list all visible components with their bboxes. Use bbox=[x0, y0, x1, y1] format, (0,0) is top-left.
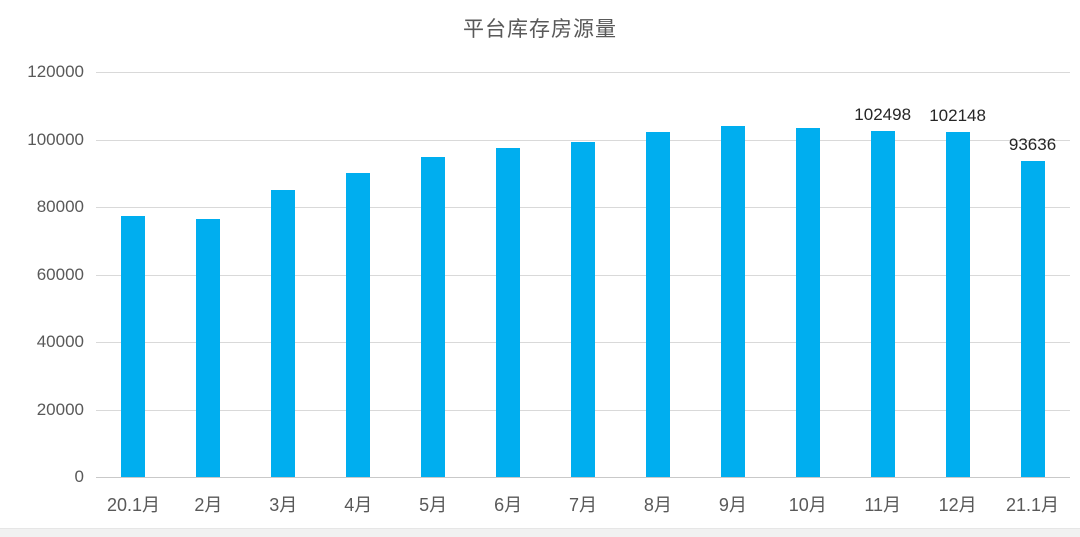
bar-21.1月 bbox=[1020, 160, 1045, 477]
bar-slot bbox=[620, 72, 695, 477]
bar-7月 bbox=[570, 141, 595, 477]
bar-12月 bbox=[945, 132, 970, 477]
bar-slot bbox=[396, 72, 471, 477]
bar-5月 bbox=[421, 157, 446, 477]
bar-10月 bbox=[795, 128, 820, 477]
bar-2月 bbox=[196, 218, 221, 477]
x-axis-line bbox=[96, 477, 1070, 478]
bar-slot: 102498 bbox=[845, 72, 920, 477]
y-tick-label: 120000 bbox=[27, 62, 84, 81]
bar-value-label: 93636 bbox=[1008, 134, 1057, 154]
bar-6月 bbox=[496, 147, 521, 477]
bar-slot: 102148 bbox=[920, 72, 995, 477]
x-tick-label: 10月 bbox=[788, 495, 827, 515]
x-tick-label: 5月 bbox=[419, 495, 448, 515]
x-tick-label: 3月 bbox=[269, 495, 298, 515]
x-tick-label: 9月 bbox=[718, 495, 747, 515]
y-tick-label: 40000 bbox=[36, 332, 84, 351]
bar-slot bbox=[546, 72, 621, 477]
y-tick-label: 0 bbox=[74, 467, 84, 486]
y-tick-label: 20000 bbox=[36, 399, 84, 419]
gridline bbox=[96, 72, 1070, 73]
bar-9月 bbox=[720, 126, 745, 477]
chart-title: 平台库存房源量 bbox=[463, 18, 617, 41]
bar-slot bbox=[770, 72, 845, 477]
x-tick-label: 11月 bbox=[864, 495, 902, 515]
bar-slot bbox=[96, 72, 171, 477]
y-tick-label: 80000 bbox=[36, 197, 84, 216]
x-tick-label: 6月 bbox=[494, 495, 523, 515]
bar-11月 bbox=[870, 131, 895, 477]
x-tick-label: 21.1月 bbox=[1006, 495, 1060, 515]
bar-20.1月 bbox=[121, 216, 146, 477]
bar-slot bbox=[321, 72, 396, 477]
bottom-strip bbox=[0, 528, 1080, 537]
x-tick-label: 4月 bbox=[344, 495, 373, 515]
x-tick-label: 12月 bbox=[938, 495, 977, 515]
bar-value-label: 102148 bbox=[929, 106, 986, 126]
bar-slot: 93636 bbox=[995, 72, 1070, 477]
y-tick-label: 60000 bbox=[36, 264, 84, 284]
x-tick-label: 8月 bbox=[643, 495, 672, 515]
y-tick-label: 100000 bbox=[27, 129, 84, 149]
x-tick-label: 20.1月 bbox=[106, 495, 160, 515]
bar-slot bbox=[246, 72, 321, 477]
bar-slot bbox=[171, 72, 246, 477]
bar-3月 bbox=[271, 190, 296, 477]
bar-slot bbox=[471, 72, 546, 477]
gridline bbox=[96, 139, 1070, 141]
plot-area: 102498 102148 93636 bbox=[96, 72, 1070, 478]
bar-slot bbox=[695, 72, 770, 477]
x-tick-label: 2月 bbox=[194, 495, 223, 515]
bar-value-label: 102498 bbox=[854, 105, 912, 125]
x-tick-label: 7月 bbox=[568, 495, 597, 515]
bar-4月 bbox=[346, 173, 371, 477]
bar-8月 bbox=[645, 132, 670, 477]
